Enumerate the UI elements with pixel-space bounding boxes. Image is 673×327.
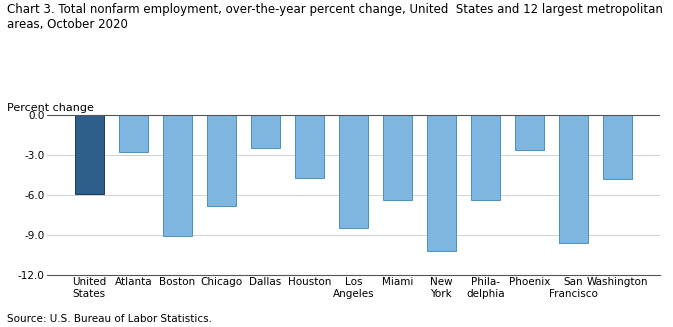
Bar xyxy=(339,115,367,228)
Bar xyxy=(427,115,456,251)
Text: Percent change: Percent change xyxy=(7,103,94,113)
Bar xyxy=(295,115,324,178)
Bar xyxy=(119,115,147,152)
Bar xyxy=(471,115,499,200)
Text: Chart 3. Total nonfarm employment, over-the-year percent change, United  States : Chart 3. Total nonfarm employment, over-… xyxy=(7,3,663,31)
Bar xyxy=(251,115,279,148)
Bar xyxy=(207,115,236,206)
Bar xyxy=(603,115,632,179)
Bar xyxy=(559,115,588,243)
Bar xyxy=(515,115,544,150)
Text: Source: U.S. Bureau of Labor Statistics.: Source: U.S. Bureau of Labor Statistics. xyxy=(7,314,212,324)
Bar xyxy=(163,115,192,236)
Bar xyxy=(75,115,104,194)
Bar xyxy=(383,115,412,200)
